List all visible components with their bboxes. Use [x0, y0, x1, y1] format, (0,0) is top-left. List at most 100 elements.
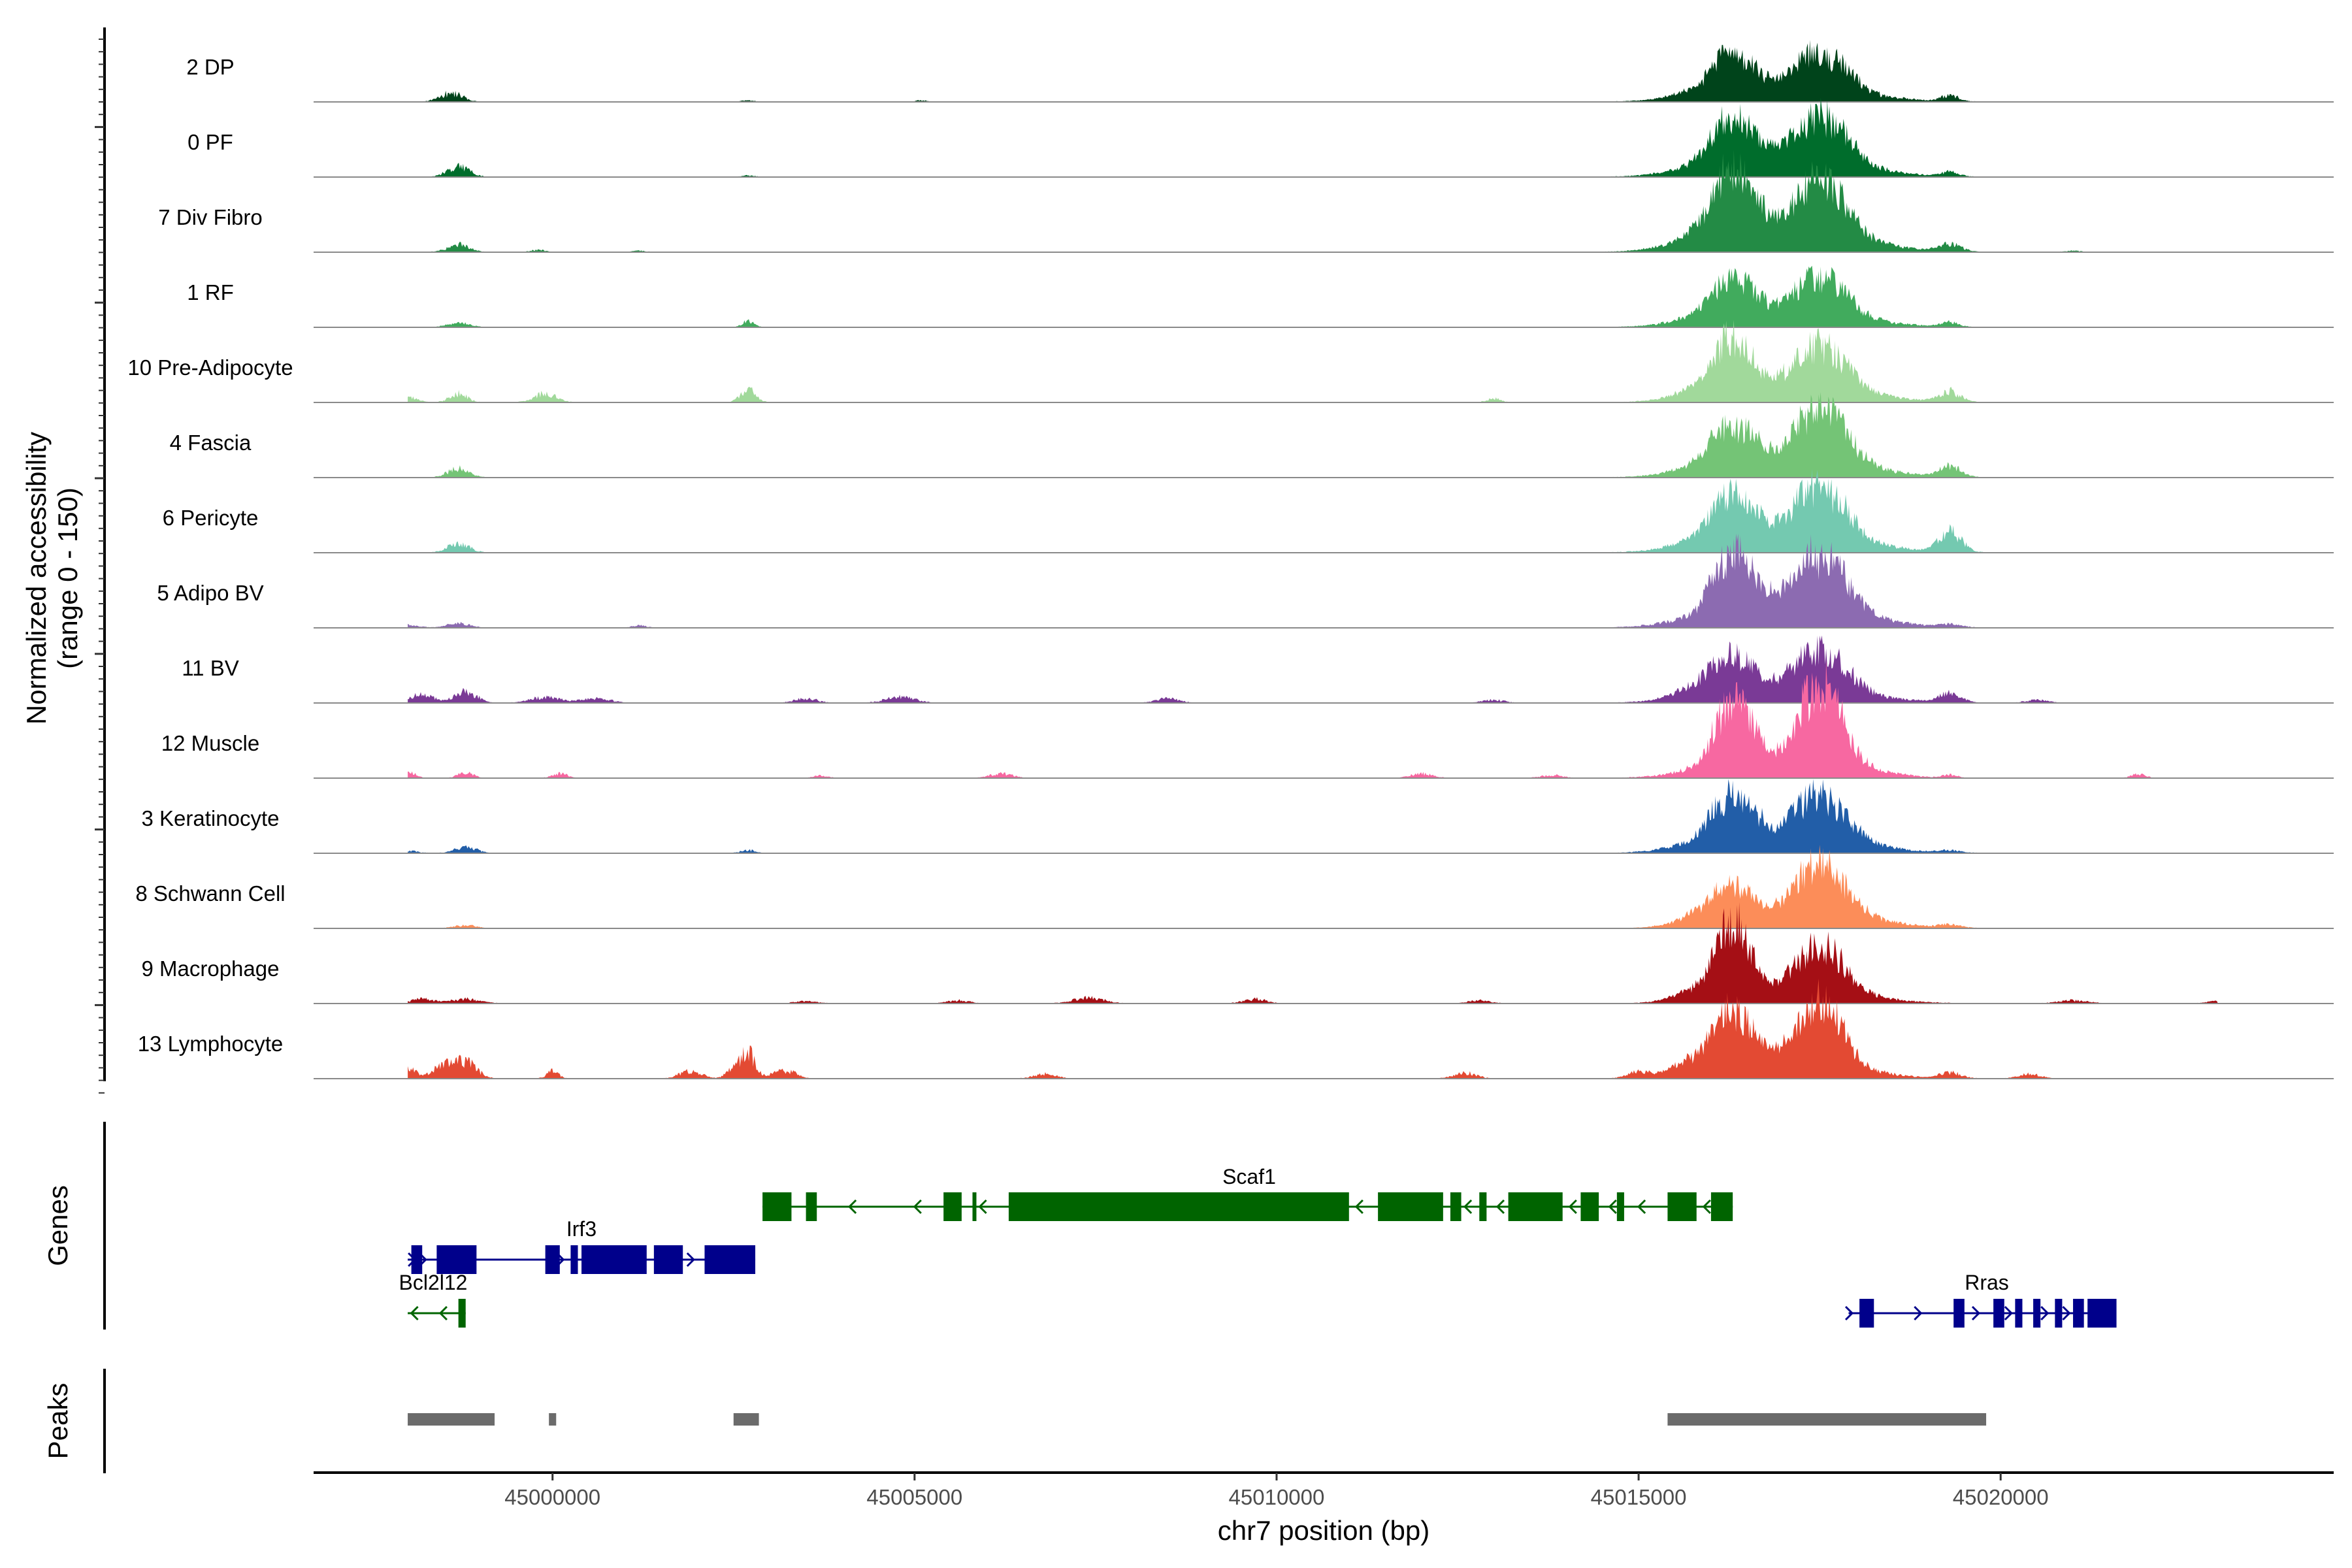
gene-name: Irf3 — [566, 1217, 596, 1241]
gene-exon — [943, 1192, 962, 1221]
track: 9 Macrophage — [142, 902, 2334, 1004]
gene-exon — [2073, 1299, 2084, 1328]
coverage-area — [408, 779, 2218, 853]
x-axis-title: chr7 position (bp) — [1218, 1515, 1430, 1546]
peak-region — [549, 1413, 557, 1426]
gene: Bcl2l12 — [399, 1271, 468, 1328]
gene-name: Scaf1 — [1222, 1165, 1276, 1188]
gene-exon — [581, 1245, 647, 1274]
y-axis-title-line2: (range 0 - 150) — [52, 487, 83, 669]
gene-exon — [1580, 1192, 1599, 1221]
gene-exon — [653, 1245, 683, 1274]
strand-arrow — [2062, 1305, 2071, 1321]
coverage-area — [408, 40, 2218, 102]
coverage-area — [408, 845, 2218, 928]
gene-exon — [411, 1245, 423, 1274]
x-ticks: 45000000 45005000 45010000 45015000 45020000 — [504, 1473, 2049, 1509]
gene-exon — [1450, 1192, 1462, 1221]
strand-arrow — [1495, 1199, 1505, 1215]
gene-name: Bcl2l12 — [399, 1271, 468, 1294]
track-label: 3 Keratinocyte — [142, 806, 280, 830]
x-tick-label: 45005000 — [866, 1485, 962, 1509]
track-label: 11 BV — [182, 656, 238, 680]
gene-name: Rras — [1965, 1271, 2009, 1294]
y-axis — [95, 27, 106, 1094]
x-tick-label: 45000000 — [504, 1485, 600, 1509]
gene-exon — [436, 1245, 477, 1274]
coverage-area — [408, 902, 2218, 1004]
gene-exon — [1667, 1192, 1697, 1221]
gene-exon — [2087, 1299, 2117, 1328]
gene-exon — [704, 1245, 756, 1274]
track: 11 BV — [182, 635, 2334, 704]
genes-panel: Genes Scaf1 Irf3 Bcl2l12 Rras — [42, 1122, 2117, 1330]
gene-exon — [1993, 1299, 2004, 1328]
coverage-area — [408, 533, 2218, 628]
coverage-area — [408, 392, 2218, 478]
strand-arrow — [686, 1252, 695, 1267]
peak-region — [733, 1413, 759, 1426]
track: 8 Schwann Cell — [135, 845, 2334, 929]
track: 1 RF — [187, 265, 2334, 328]
peak-region — [1667, 1413, 1987, 1426]
coverage-area — [408, 978, 2218, 1079]
strand-arrow — [556, 1252, 565, 1267]
track-label: 6 Pericyte — [163, 506, 259, 530]
gene-exon — [1508, 1192, 1563, 1221]
gene-models: Scaf1 Irf3 Bcl2l12 Rras — [399, 1165, 2117, 1328]
x-tick-label: 45010000 — [1229, 1485, 1325, 1509]
gene-exon — [972, 1192, 977, 1221]
track: 4 Fascia — [170, 392, 2334, 478]
coverage-area — [408, 265, 2218, 327]
track: 10 Pre-Adipocyte — [127, 319, 2334, 403]
track: 3 Keratinocyte — [142, 779, 2334, 854]
gene-exon — [545, 1245, 560, 1274]
strand-arrow — [1702, 1199, 1711, 1215]
y-axis-title-line1: Normalized accessibility — [21, 432, 52, 725]
coverage-area — [408, 150, 2218, 252]
x-tick-label: 45015000 — [1591, 1485, 1687, 1509]
track-label: 13 Lymphocyte — [138, 1032, 284, 1056]
track: 7 Div Fibro — [158, 150, 2334, 253]
strand-arrow — [1568, 1199, 1577, 1215]
strand-arrow — [410, 1305, 419, 1321]
track: 2 DP — [186, 40, 2334, 103]
coverage-area — [408, 661, 2218, 778]
gene-exon — [2015, 1299, 2023, 1328]
gene-exon — [2033, 1299, 2041, 1328]
track: 13 Lymphocyte — [138, 978, 2334, 1079]
strand-arrow — [1354, 1199, 1364, 1215]
track-label: 8 Schwann Cell — [135, 881, 285, 906]
gene-exon — [1859, 1299, 1874, 1328]
coverage-area — [408, 97, 2218, 177]
gene-exon — [1479, 1192, 1487, 1221]
strand-arrow — [1844, 1305, 1854, 1321]
gene-exon — [2055, 1299, 2063, 1328]
x-tick-label: 45020000 — [1953, 1485, 2049, 1509]
track-label: 0 PF — [188, 130, 233, 154]
track: 12 Muscle — [161, 661, 2334, 779]
x-axis: 45000000 45005000 45010000 45015000 45020000… — [314, 1471, 2334, 1546]
gene-exon — [806, 1192, 817, 1221]
strand-arrow — [418, 1252, 427, 1267]
peak-region — [408, 1413, 495, 1426]
track-label: 12 Muscle — [161, 731, 259, 755]
gene-exon — [1953, 1299, 1965, 1328]
peaks-label: Peaks — [42, 1383, 73, 1460]
strand-arrow — [1914, 1305, 1923, 1321]
strand-arrow — [1637, 1199, 1646, 1215]
y-axis-title: Normalized accessibility (range 0 - 150) — [21, 432, 83, 725]
gene-exon — [1710, 1192, 1733, 1221]
strand-arrow — [847, 1199, 857, 1215]
gene-exon — [458, 1299, 466, 1328]
coverage-area — [408, 468, 2218, 553]
track-label: 1 RF — [187, 280, 234, 304]
strand-arrow — [408, 1252, 417, 1267]
peak-regions — [408, 1413, 1987, 1426]
gene: Rras — [1844, 1271, 2117, 1328]
track: 0 PF — [188, 97, 2334, 178]
coverage-area — [408, 319, 2218, 402]
strand-arrow — [438, 1305, 448, 1321]
gene-exon — [1616, 1192, 1624, 1221]
